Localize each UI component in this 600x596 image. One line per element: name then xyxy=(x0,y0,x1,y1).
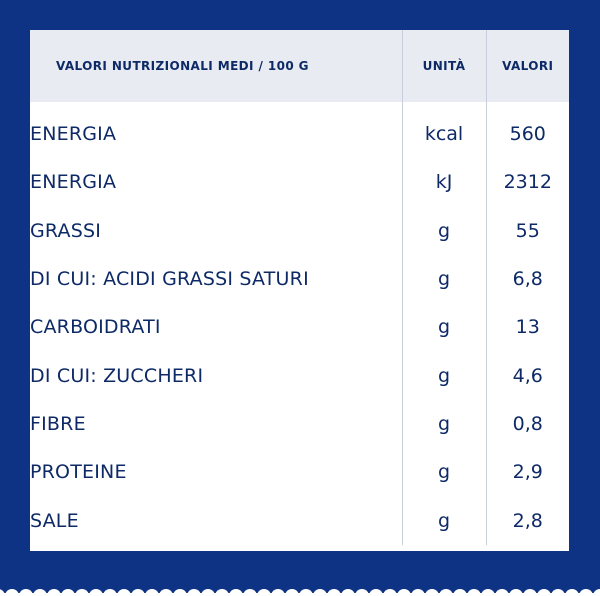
value-cell: 13 xyxy=(485,303,569,352)
table-body: ENERGIA kcal 560 ENERGIA kJ 2312 GRASSI g 55 DI C… xyxy=(30,102,569,545)
value-cell: 2312 xyxy=(485,158,569,207)
unit-cell: g xyxy=(401,399,486,449)
unit-cell: g xyxy=(401,351,486,400)
unit-cell: g xyxy=(401,254,486,304)
value-cell: 2,9 xyxy=(485,448,569,497)
value-cell: 6,8 xyxy=(485,254,569,304)
nutrient-cell: CARBOIDRATI xyxy=(30,316,161,339)
nutrient-cell: SALE xyxy=(30,509,79,532)
unit-cell: kJ xyxy=(401,158,486,207)
table-spacer-row xyxy=(30,102,569,110)
nutrient-cell: ENERGIA xyxy=(30,171,117,194)
nutrient-cell: ENERGIA xyxy=(30,123,117,146)
value-cell: 560 xyxy=(485,110,569,159)
nutrient-cell: DI CUI: ACIDI GRASSI SATURI xyxy=(30,268,309,291)
value-cell: 0,8 xyxy=(485,399,569,449)
table-row: ENERGIA kJ 2312 xyxy=(30,158,569,207)
table-header-row: VALORI NUTRIZIONALI MEDI / 100 G UNITÀ V… xyxy=(30,30,569,102)
nutrient-cell: GRASSI xyxy=(30,219,102,242)
header-nutrient: VALORI NUTRIZIONALI MEDI / 100 G xyxy=(56,59,309,73)
unit-cell: kcal xyxy=(401,110,486,159)
table-row: DI CUI: ZUCCHERI g 4,6 xyxy=(30,351,569,400)
nutrient-cell: DI CUI: ZUCCHERI xyxy=(30,364,204,387)
header-unit: UNITÀ xyxy=(401,30,486,102)
table-row: FIBRE g 0,8 xyxy=(30,399,569,449)
nutrition-panel: VALORI NUTRIZIONALI MEDI / 100 G UNITÀ V… xyxy=(30,30,569,551)
value-cell: 4,6 xyxy=(485,351,569,400)
table-row: ENERGIA kcal 560 xyxy=(30,110,569,159)
table-row: PROTEINE g 2,9 xyxy=(30,448,569,497)
value-cell: 55 xyxy=(485,206,569,255)
table-row: SALE g 2,8 xyxy=(30,496,569,545)
scalloped-border xyxy=(0,589,600,596)
unit-cell: g xyxy=(401,206,486,255)
unit-cell: g xyxy=(401,303,486,352)
nutrient-cell: PROTEINE xyxy=(30,461,127,484)
nutrient-cell: FIBRE xyxy=(30,412,86,435)
unit-cell: g xyxy=(401,496,486,545)
table-row: DI CUI: ACIDI GRASSI SATURI g 6,8 xyxy=(30,254,569,304)
nutrition-table: VALORI NUTRIZIONALI MEDI / 100 G UNITÀ V… xyxy=(30,30,569,545)
table-row: CARBOIDRATI g 13 xyxy=(30,303,569,352)
unit-cell: g xyxy=(401,448,486,497)
table-row: GRASSI g 55 xyxy=(30,206,569,255)
header-value: VALORI xyxy=(485,30,569,102)
value-cell: 2,8 xyxy=(485,496,569,545)
